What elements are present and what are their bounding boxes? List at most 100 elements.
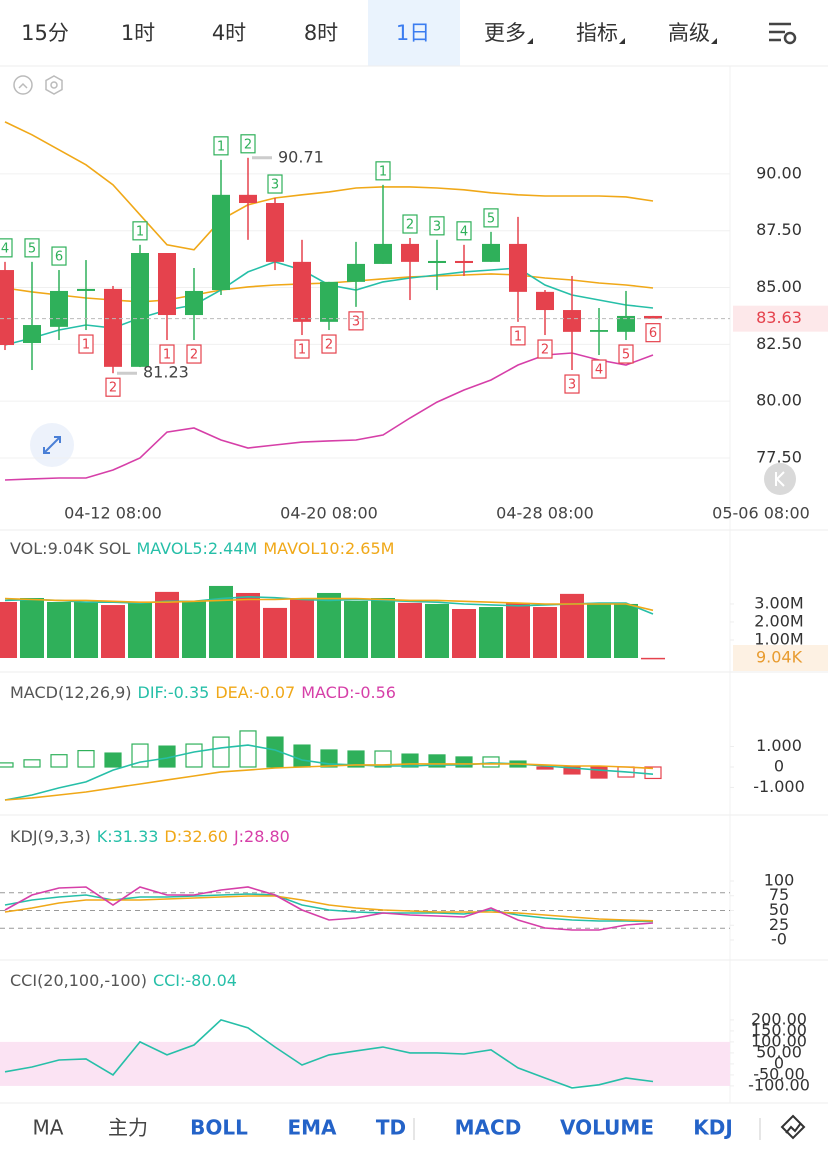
td-box [105, 377, 121, 397]
y-tick-label: -50.00 [753, 1064, 805, 1083]
volume-bar [398, 602, 422, 658]
y-tick-label: 80.00 [756, 391, 802, 410]
td-label: 4 [1, 241, 9, 256]
td-box [267, 174, 283, 194]
td-box [240, 134, 256, 154]
td-label: 2 [244, 137, 252, 152]
value-label-box [733, 645, 828, 671]
header-item: DEA:-0.07 [215, 683, 295, 702]
volume-bar [452, 609, 476, 658]
indicator-tab[interactable]: TD [376, 1116, 406, 1140]
indicator-tab[interactable]: VOLUME [560, 1116, 654, 1140]
panel-header: MACD(12,26,9) DIF:-0.35 DEA:-0.07 MACD:-0.5… [10, 683, 396, 702]
tab[interactable]: 15分 [21, 21, 69, 45]
tab-arrows [527, 38, 717, 44]
indicator-tab[interactable]: MACD [455, 1116, 522, 1140]
td-label: 6 [649, 326, 657, 341]
header-item: KDJ(9,3,3) [10, 827, 91, 846]
td-box [618, 344, 634, 364]
volume-bar [0, 601, 17, 658]
macd-bar [50, 754, 68, 768]
y-tick-label: 0 [774, 756, 784, 775]
tab[interactable]: 指标 [576, 21, 618, 45]
candle-body [0, 270, 14, 346]
y-tick-label: 75 [769, 885, 789, 904]
indicator-tab[interactable]: EMA [287, 1116, 337, 1140]
candle-body [158, 253, 176, 316]
tab[interactable]: 4时 [212, 21, 246, 45]
indicator-tab[interactable]: KDJ [693, 1116, 733, 1140]
y-tick-label: 85.00 [756, 277, 802, 296]
y-tick-label: 2.00M [754, 611, 803, 630]
header-item: CCI(20,100,-100) [10, 971, 147, 990]
x-tick-label: 05-06 08:00 [712, 504, 810, 523]
volume-bar [182, 600, 206, 658]
td-label: 5 [28, 241, 36, 256]
candle-body [212, 194, 230, 291]
volume-bar [587, 602, 611, 658]
indicator-tab[interactable]: 主力 [108, 1116, 148, 1140]
volume-bar [209, 585, 233, 658]
volume-bar [641, 657, 665, 660]
settings-icon[interactable] [769, 22, 797, 45]
high-label: 90.71 [278, 147, 324, 166]
td-label: 2 [406, 218, 414, 233]
header-item: MACD(12,26,9) [10, 683, 132, 702]
candle-body [401, 243, 419, 262]
candle-body [536, 291, 554, 311]
candle-body [644, 315, 662, 319]
td-label: 3 [271, 178, 279, 193]
tab[interactable]: 更多 [484, 21, 526, 45]
td-label: 4 [460, 224, 468, 239]
tab[interactable]: 高级 [668, 21, 710, 45]
y-tick-label: -1.000 [753, 777, 805, 796]
td-box [456, 221, 472, 241]
candle-body [185, 290, 203, 316]
draw-tool-icon[interactable] [780, 1114, 806, 1140]
candle-body [617, 315, 635, 332]
panel: -1.000 01.000 MACD(12,26,9) DIF:-0.35 DEA:-0… [0, 683, 805, 801]
tab[interactable]: 1时 [121, 21, 155, 45]
macd-bar [482, 756, 500, 768]
candle-body [293, 261, 311, 322]
indicator-tab[interactable]: BOLL [190, 1116, 248, 1140]
td-box [321, 334, 337, 354]
last-price-label: 83.63 [756, 308, 802, 327]
volume-bar [317, 592, 341, 658]
td-label: 5 [622, 348, 630, 363]
tab[interactable]: 1日 [396, 21, 430, 45]
y-tick-label: 150.00 [751, 1020, 807, 1039]
y-tick-label: 100 [764, 870, 795, 889]
td-box [213, 136, 229, 156]
y-tick-label: -100.00 [748, 1075, 810, 1094]
x-tick-label: 04-28 08:00 [496, 504, 594, 523]
macd-bar [563, 766, 581, 775]
x-tick-label: 04-20 08:00 [280, 504, 378, 523]
scroll-end-button[interactable] [764, 463, 796, 495]
y-tick-label: 0 [774, 1053, 784, 1072]
macd-bar [536, 766, 554, 770]
expand-button[interactable] [30, 423, 74, 467]
macd-bar [212, 736, 230, 768]
indicator-line [4, 895, 654, 922]
volume-bar [614, 603, 638, 658]
candle-body [347, 263, 365, 282]
td-box [402, 214, 418, 234]
indicator-tab[interactable]: MA [33, 1116, 64, 1140]
td-box [132, 221, 148, 241]
y-tick-label: 200.00 [751, 1009, 807, 1028]
tab[interactable]: 8时 [304, 21, 338, 45]
candle-body [428, 260, 446, 264]
y-tick-label: 1.00M [754, 629, 803, 648]
header-item: J:28.80 [233, 827, 290, 846]
candle-body [455, 260, 473, 264]
macd-bar [0, 762, 14, 768]
panel: 77.50 80.00 82.50 85.00 87.50 90.00 04-12 08:0… [0, 121, 828, 523]
chart-tools[interactable] [13, 75, 63, 95]
td-label: 3 [568, 378, 576, 393]
y-tick-label: 50 [769, 900, 789, 919]
candle-body [77, 288, 95, 291]
